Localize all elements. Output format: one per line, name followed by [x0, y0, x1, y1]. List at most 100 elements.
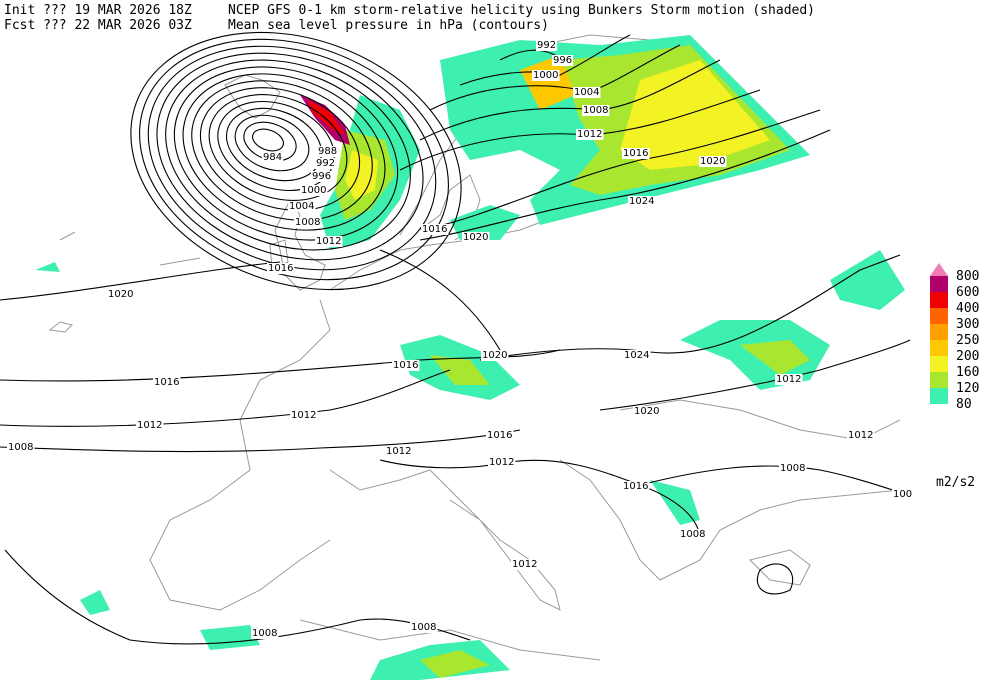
contour-label-bg [622, 148, 650, 159]
contour-label: 996 [553, 55, 572, 66]
contour-label-bg [679, 529, 707, 540]
helicity-area [430, 355, 490, 385]
init-time: Init ??? 19 MAR 2026 18Z [4, 3, 192, 18]
contour-label-bg [262, 152, 284, 163]
contour-label: 1008 [411, 622, 436, 633]
contour-label-bg [290, 410, 318, 421]
contour-label: 1008 [252, 628, 277, 639]
contour-label-bg [576, 129, 604, 140]
contour-label-bg [699, 156, 727, 167]
contour-label-bg [775, 374, 803, 385]
contour-label-bg [633, 406, 661, 417]
contour-label: 100 [893, 489, 912, 500]
contour-label-bg [288, 201, 316, 212]
contour-label: 1012 [577, 129, 602, 140]
colorbar-unit: m2/s2 [936, 475, 975, 490]
contour-label: 1020 [108, 289, 133, 300]
contour-label: 1016 [623, 148, 648, 159]
colorbar-box [930, 388, 948, 404]
contour-label-bg [311, 171, 333, 182]
helicity-area [620, 60, 770, 170]
colorbar-triangle [930, 263, 948, 276]
contour-label-bg [462, 232, 490, 243]
contour-label-bg [392, 360, 420, 371]
contour-label-bg [847, 430, 875, 441]
colorbar-label: 200 [956, 349, 979, 364]
contour-label: 1012 [316, 236, 341, 247]
contour-label-bg [7, 442, 35, 453]
contour-label-bg [385, 446, 413, 457]
contour-label: 1012 [848, 430, 873, 441]
title: NCEP GFS 0-1 km storm-relative helicity … [228, 3, 815, 18]
contour-label: 1012 [489, 457, 514, 468]
colorbar-box [930, 308, 948, 324]
contour-label-bg [622, 481, 650, 492]
coastlines [48, 34, 911, 661]
contour-label-bg [573, 87, 601, 98]
contour-label-bg [267, 263, 295, 274]
contour-label-bg [532, 70, 560, 81]
contour-label: 1016 [154, 377, 179, 388]
contour-label: 1024 [629, 196, 654, 207]
contour-label-bg [486, 430, 514, 441]
contour-label: 1000 [301, 185, 326, 196]
contour-label: 1020 [482, 350, 507, 361]
contour-label: 1016 [393, 360, 418, 371]
isobar [191, 80, 373, 221]
helicity-area [830, 250, 905, 310]
helicity-area [80, 590, 110, 615]
isobar [234, 114, 310, 172]
contour-label-bg [481, 350, 509, 361]
contour-label: 992 [316, 158, 335, 169]
contour-label: 984 [263, 152, 282, 163]
contour-label-bg [779, 463, 807, 474]
isobar [147, 45, 437, 271]
isobar [139, 38, 449, 281]
helicity-area [520, 55, 575, 110]
contour-label-bg [315, 236, 343, 247]
helicity-area [35, 262, 60, 272]
contour-label: 1016 [623, 481, 648, 492]
contour-label: 1016 [487, 430, 512, 441]
colorbar-box [930, 292, 948, 308]
contour-label-bg [892, 489, 914, 500]
contour-label: 1008 [780, 463, 805, 474]
contour-label: 1020 [700, 156, 725, 167]
contour-label-bg [251, 628, 279, 639]
contour-label-bg [511, 559, 539, 570]
contour-label-bg [410, 622, 438, 633]
helicity-area [420, 650, 490, 678]
contour-label: 1024 [624, 350, 649, 361]
contour-label: 1008 [583, 105, 608, 116]
colorbar-label: 600 [956, 285, 979, 300]
contour-label: 1012 [512, 559, 537, 570]
contour-label-bg [107, 289, 135, 300]
contour-label: 1020 [634, 406, 659, 417]
contour-label-bg [315, 158, 337, 169]
contour-label-bg [488, 457, 516, 468]
colorbar-box [930, 340, 948, 356]
contour-labels: 992 996 1000 1004 1008 1012 1016 1020 1024 984 988… [7, 40, 914, 639]
contour-label-bg [623, 350, 651, 361]
isobar [156, 52, 424, 261]
isobar [182, 73, 386, 231]
contour-label: 1016 [422, 224, 447, 235]
contour-label-bg [582, 105, 610, 116]
colorbar-label: 800 [956, 269, 979, 284]
contour-label: 1004 [289, 201, 314, 212]
colorbar-label: 120 [956, 381, 979, 396]
contour-label-bg [628, 196, 656, 207]
contour-label: 1000 [533, 70, 558, 81]
contour-label-bg [317, 146, 339, 157]
isobar [165, 59, 411, 251]
colorbar-box [930, 276, 948, 292]
contour-label: 996 [312, 171, 331, 182]
contour-label-bg [421, 224, 449, 235]
contour-label: 1020 [463, 232, 488, 243]
contour-label: 1012 [291, 410, 316, 421]
contour-label-bg [153, 377, 181, 388]
contour-label-bg [294, 217, 322, 228]
contour-label-bg [552, 55, 574, 66]
contour-label-bg [300, 185, 328, 196]
